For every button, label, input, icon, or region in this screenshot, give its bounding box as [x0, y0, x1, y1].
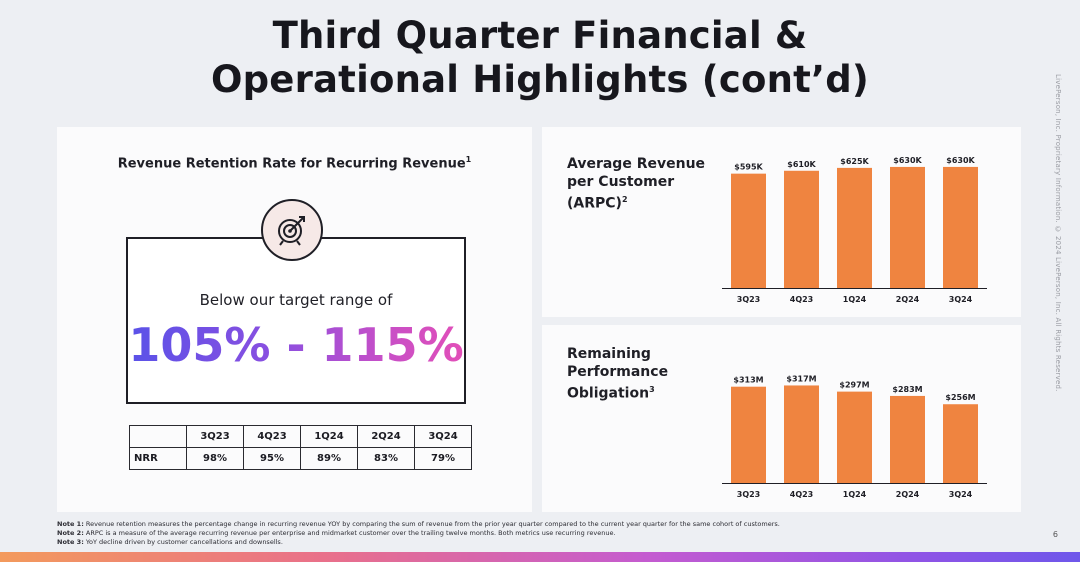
rpo-title-note: 3	[649, 385, 655, 394]
nrr-header-cell: 1Q24	[300, 425, 358, 448]
arpc-title-line: Average Revenue	[567, 156, 706, 172]
bar	[784, 170, 819, 288]
nrr-value-cell: 79%	[414, 447, 472, 470]
nrr-header-cell: 3Q24	[414, 425, 472, 448]
bar	[943, 166, 978, 288]
nrr-header-cell: 2Q24	[357, 425, 415, 448]
data-label: $595K	[734, 163, 763, 172]
footnotes: Note 1: Revenue retention measures the p…	[57, 520, 780, 547]
nrr-header-cell	[129, 425, 187, 448]
data-label: $630K	[946, 156, 975, 165]
x-tick-label: 3Q24	[949, 295, 973, 304]
bar	[837, 167, 872, 288]
data-label: $313M	[733, 376, 763, 385]
data-label: $297M	[839, 381, 869, 390]
x-tick-label: 4Q23	[790, 295, 814, 304]
copyright-side-text: LivePerson, Inc. Proprietary Information…	[1054, 74, 1062, 392]
retention-heading-text: Revenue Retention Rate for Recurring Rev…	[117, 156, 466, 172]
x-tick-label: 2Q24	[896, 490, 920, 499]
nrr-table-row: NRR 98% 95% 89% 83% 79%	[129, 447, 472, 470]
data-label: $610K	[787, 160, 816, 169]
bar	[943, 404, 978, 483]
bar	[731, 386, 766, 483]
bar	[890, 166, 925, 288]
rpo-title-line: Performance	[567, 364, 669, 380]
x-tick-label: 3Q24	[949, 490, 973, 499]
rpo-bar-chart: $313M 3Q23 $317M 4Q23 $297M 1Q24 $283M 2Q24 $256…	[722, 374, 987, 499]
bar	[784, 385, 819, 483]
data-label: $283M	[892, 385, 922, 394]
target-subtitle: Below our target range of	[199, 291, 393, 309]
arpc-chart-title: Average Revenue per Customer (ARPC)2	[567, 155, 707, 213]
target-icon-svg	[278, 216, 305, 246]
slide-title-line-1: Third Quarter Financial &	[272, 14, 808, 57]
bar	[890, 395, 925, 483]
bar	[837, 391, 872, 483]
retention-heading-note: 1	[465, 155, 472, 164]
x-tick-label: 3Q23	[737, 295, 761, 304]
data-label: $256M	[945, 393, 975, 402]
arpc-card: Average Revenue per Customer (ARPC)2 $59…	[542, 127, 1021, 317]
target-icon	[261, 199, 323, 261]
nrr-header-cell: 4Q23	[243, 425, 301, 448]
nrr-table: 3Q23 4Q23 1Q24 2Q24 3Q24 NRR 98% 95% 89%…	[129, 425, 472, 470]
data-label: $630K	[893, 156, 922, 165]
arpc-title-note: 2	[621, 195, 628, 204]
slide-title-line-2: Operational Highlights (cont’d)	[210, 58, 870, 101]
slide-title: Third Quarter Financial & Operational Hi…	[0, 14, 1080, 102]
nrr-header-cell: 3Q23	[186, 425, 244, 448]
arpc-bar-chart: $595K 3Q23 $610K 4Q23 $625K 1Q24 $630K 2Q24 $630…	[722, 156, 987, 304]
x-tick-label: 3Q23	[737, 490, 761, 499]
footnote: Note 3: YoY decline driven by customer c…	[57, 538, 283, 546]
data-label: $625K	[840, 157, 869, 166]
rpo-title-line: Obligation3	[567, 385, 655, 402]
footnote: Note 1: Revenue retention measures the p…	[57, 520, 780, 528]
nrr-value-cell: 83%	[357, 447, 415, 470]
x-tick-label: 2Q24	[896, 295, 920, 304]
footnote: Note 2: ARPC is a measure of the average…	[57, 529, 616, 537]
nrr-row-label: NRR	[129, 447, 187, 470]
rpo-card: Remaining Performance Obligation3 $313M 3…	[542, 325, 1021, 512]
nrr-table-header-row: 3Q23 4Q23 1Q24 2Q24 3Q24	[129, 425, 472, 448]
data-label: $317M	[786, 374, 816, 383]
nrr-value-cell: 95%	[243, 447, 301, 470]
x-tick-label: 4Q23	[790, 490, 814, 499]
retention-heading: Revenue Retention Rate for Recurring Rev…	[57, 155, 532, 171]
nrr-value-cell: 98%	[186, 447, 244, 470]
gradient-footer-bar	[0, 552, 1080, 562]
rpo-title-line: Remaining	[567, 346, 651, 362]
arpc-title-line: per Customer	[567, 174, 675, 190]
retention-card: Revenue Retention Rate for Recurring Rev…	[57, 127, 532, 512]
target-range-value: 105% - 115%	[128, 318, 464, 372]
page-number: 6	[1052, 530, 1058, 539]
x-tick-label: 1Q24	[843, 490, 867, 499]
target-range-box: Below our target range of 105% - 115%	[126, 237, 466, 404]
x-tick-label: 1Q24	[843, 295, 867, 304]
bar	[731, 173, 766, 288]
nrr-value-cell: 89%	[300, 447, 358, 470]
arpc-title-line: (ARPC)2	[567, 195, 628, 212]
rpo-chart-title: Remaining Performance Obligation3	[567, 345, 707, 403]
